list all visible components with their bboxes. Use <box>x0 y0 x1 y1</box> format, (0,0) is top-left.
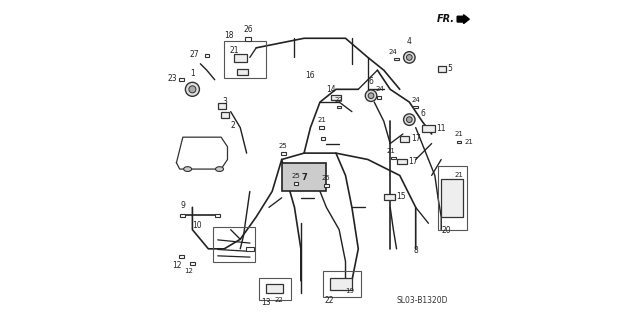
Circle shape <box>406 55 412 60</box>
Text: 15: 15 <box>397 192 406 201</box>
Text: 8: 8 <box>413 246 418 255</box>
Bar <box>179 78 184 81</box>
Bar <box>213 227 255 262</box>
Bar <box>190 262 195 265</box>
Text: 6: 6 <box>420 109 426 118</box>
Bar <box>245 37 251 41</box>
Bar <box>331 95 340 100</box>
Circle shape <box>406 117 412 122</box>
Text: 21: 21 <box>465 139 474 145</box>
Text: 9: 9 <box>180 201 185 210</box>
Text: 19: 19 <box>346 288 355 294</box>
Text: 12: 12 <box>172 261 182 270</box>
Text: 21: 21 <box>229 46 239 55</box>
Text: 5: 5 <box>447 64 452 73</box>
Text: 25: 25 <box>279 143 288 149</box>
Text: 25: 25 <box>322 175 331 181</box>
Text: 21: 21 <box>317 117 326 123</box>
Text: 21: 21 <box>454 130 463 137</box>
Bar <box>323 271 362 297</box>
Bar <box>337 106 341 108</box>
Circle shape <box>368 93 374 99</box>
Text: 24: 24 <box>412 97 420 103</box>
Text: 4: 4 <box>407 37 412 46</box>
Bar <box>180 214 186 217</box>
Bar <box>281 152 285 155</box>
Bar <box>216 214 220 217</box>
Circle shape <box>365 90 377 101</box>
Bar <box>224 41 266 78</box>
Bar <box>422 125 435 132</box>
Bar <box>218 103 226 109</box>
Bar <box>205 55 209 57</box>
Circle shape <box>404 114 415 125</box>
Bar <box>246 247 253 251</box>
Text: 24: 24 <box>389 49 397 55</box>
Text: 16: 16 <box>306 71 316 80</box>
Text: 2: 2 <box>230 121 235 130</box>
Bar <box>259 278 291 300</box>
Bar <box>266 284 284 293</box>
Text: 12: 12 <box>184 268 193 274</box>
Bar <box>438 166 467 230</box>
Bar <box>377 96 381 99</box>
Bar <box>397 159 407 164</box>
Bar <box>237 69 248 75</box>
Text: 22: 22 <box>324 296 334 305</box>
Text: SL03-B1320D: SL03-B1320D <box>396 296 448 305</box>
Bar <box>221 112 229 118</box>
Ellipse shape <box>184 167 191 172</box>
Bar <box>179 255 184 258</box>
Text: 24: 24 <box>376 86 385 92</box>
Circle shape <box>189 86 196 93</box>
Bar <box>440 179 463 217</box>
Bar <box>391 157 396 159</box>
Bar <box>294 182 298 185</box>
Bar <box>319 126 324 129</box>
Bar <box>330 278 352 290</box>
Text: 27: 27 <box>189 50 199 59</box>
Text: 18: 18 <box>225 31 234 40</box>
Text: 21: 21 <box>387 148 396 154</box>
Text: 6: 6 <box>369 77 374 86</box>
Bar <box>394 58 399 60</box>
Text: 17: 17 <box>411 134 420 143</box>
Text: 7: 7 <box>301 173 307 182</box>
Circle shape <box>186 82 200 96</box>
Text: 1: 1 <box>190 69 195 78</box>
Circle shape <box>404 52 415 63</box>
Text: 22: 22 <box>335 97 344 103</box>
Bar <box>413 106 418 108</box>
Bar <box>456 141 461 143</box>
Bar <box>438 66 446 72</box>
Bar <box>234 54 246 62</box>
Bar <box>384 194 395 200</box>
FancyArrow shape <box>457 15 469 24</box>
Bar <box>282 163 326 191</box>
Ellipse shape <box>216 167 223 172</box>
Text: 10: 10 <box>193 221 202 230</box>
Text: 21: 21 <box>454 172 463 178</box>
Bar <box>456 182 461 185</box>
Text: 22: 22 <box>274 297 283 303</box>
Text: 26: 26 <box>243 25 253 34</box>
Text: 14: 14 <box>326 85 336 94</box>
Text: 23: 23 <box>168 74 177 83</box>
Bar <box>324 184 328 187</box>
Text: 25: 25 <box>292 173 300 179</box>
Text: 20: 20 <box>442 226 451 235</box>
Text: FR.: FR. <box>436 14 454 24</box>
Text: 11: 11 <box>436 124 446 133</box>
Bar <box>321 137 325 140</box>
Text: 17: 17 <box>409 157 419 166</box>
Text: 3: 3 <box>223 97 228 106</box>
Text: 13: 13 <box>261 298 271 307</box>
Bar <box>400 136 410 142</box>
